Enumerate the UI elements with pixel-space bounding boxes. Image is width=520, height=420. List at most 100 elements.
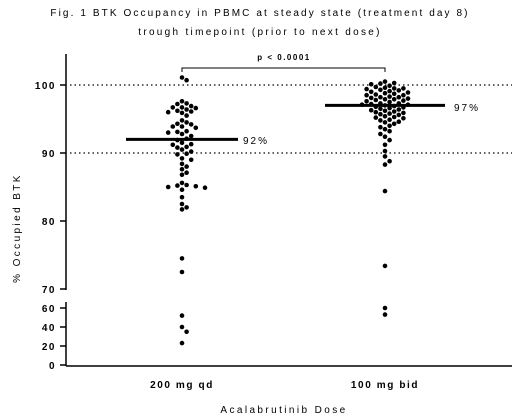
data-point (184, 113, 189, 118)
data-point (364, 86, 369, 92)
data-point (368, 107, 374, 113)
y-tick-label: 90 (42, 149, 56, 160)
data-point (401, 116, 406, 121)
data-point (382, 79, 388, 84)
data-point (184, 128, 189, 134)
data-point (378, 94, 383, 100)
data-point (188, 157, 194, 163)
data-point (382, 126, 388, 132)
data-point (175, 108, 180, 114)
data-point (193, 184, 199, 189)
y-axis-title: % Occupied BTK (12, 173, 23, 283)
data-point (396, 119, 402, 124)
data-point (387, 105, 392, 111)
data-point (179, 172, 185, 178)
data-point (179, 105, 185, 110)
data-point (382, 90, 388, 96)
data-point (179, 207, 185, 212)
data-point (170, 124, 176, 129)
data-point (188, 109, 194, 114)
data-point (391, 91, 397, 97)
data-point (179, 324, 185, 330)
data-point (401, 110, 406, 116)
median-bars (126, 103, 445, 141)
data-point (170, 105, 176, 110)
data-point (387, 123, 392, 129)
data-point (382, 263, 388, 269)
y-tick-label: 80 (42, 217, 56, 228)
data-point (179, 110, 185, 116)
data-point (184, 101, 189, 106)
chart-subtitle: trough timepoint (prior to next dose) (138, 27, 382, 38)
data-point (382, 154, 388, 159)
data-point (165, 184, 171, 190)
data-point (175, 183, 180, 188)
data-point (179, 124, 185, 129)
data-point (184, 77, 189, 83)
data-point (396, 112, 402, 118)
data-point (387, 111, 392, 116)
data-point (382, 108, 388, 114)
data-point (184, 151, 189, 156)
data-point (170, 142, 176, 148)
y-tick-label: 40 (42, 323, 56, 334)
data-point (387, 83, 392, 88)
data-point (378, 106, 383, 112)
data-point (184, 329, 189, 335)
data-point (188, 133, 194, 139)
data-point (179, 313, 185, 318)
data-point (175, 152, 180, 157)
data-point (378, 111, 383, 117)
data-point (391, 121, 397, 127)
data-points (165, 75, 411, 346)
y-tick-label: 20 (42, 342, 56, 353)
data-point (179, 75, 185, 80)
data-point (378, 131, 383, 137)
data-point (382, 162, 388, 167)
data-point (373, 115, 379, 120)
data-point (184, 182, 189, 188)
data-point (378, 87, 383, 93)
data-point (368, 82, 374, 87)
data-point (364, 92, 369, 98)
data-point (387, 88, 392, 94)
data-point (382, 148, 388, 154)
data-point (184, 164, 189, 169)
data-point (396, 88, 402, 93)
data-point (179, 140, 185, 146)
data-point (382, 85, 388, 90)
data-point (391, 114, 397, 120)
category-label-100mg-bid: 100 mg bid (351, 380, 419, 391)
data-point (387, 99, 392, 105)
y-tick-label: 60 (42, 304, 56, 315)
data-point (179, 340, 185, 346)
data-point (373, 92, 379, 97)
data-point (165, 109, 171, 115)
data-point (184, 144, 189, 150)
data-point (188, 103, 194, 109)
data-point (387, 158, 392, 164)
data-point (364, 99, 369, 104)
axes: 100 90 80 70 60 40 20 0 (35, 54, 512, 372)
y-tick-label: 0 (49, 361, 56, 372)
data-point (382, 120, 388, 125)
data-point (368, 89, 374, 95)
reference-lines (70, 84, 512, 154)
data-point (378, 118, 383, 123)
y-tick-label: 70 (42, 285, 56, 296)
data-point (387, 117, 392, 122)
data-point (382, 114, 388, 119)
data-point (382, 134, 388, 139)
data-point (184, 107, 189, 112)
data-point (179, 118, 185, 123)
data-point (179, 256, 185, 261)
data-point (193, 125, 199, 131)
data-point (391, 97, 397, 102)
data-point (405, 96, 411, 101)
data-point (382, 142, 388, 148)
data-point (373, 109, 379, 115)
data-point (368, 95, 374, 101)
x-axis-title: Acalabrutinib Dose (220, 405, 347, 416)
data-point (179, 156, 185, 161)
data-point (391, 109, 397, 114)
